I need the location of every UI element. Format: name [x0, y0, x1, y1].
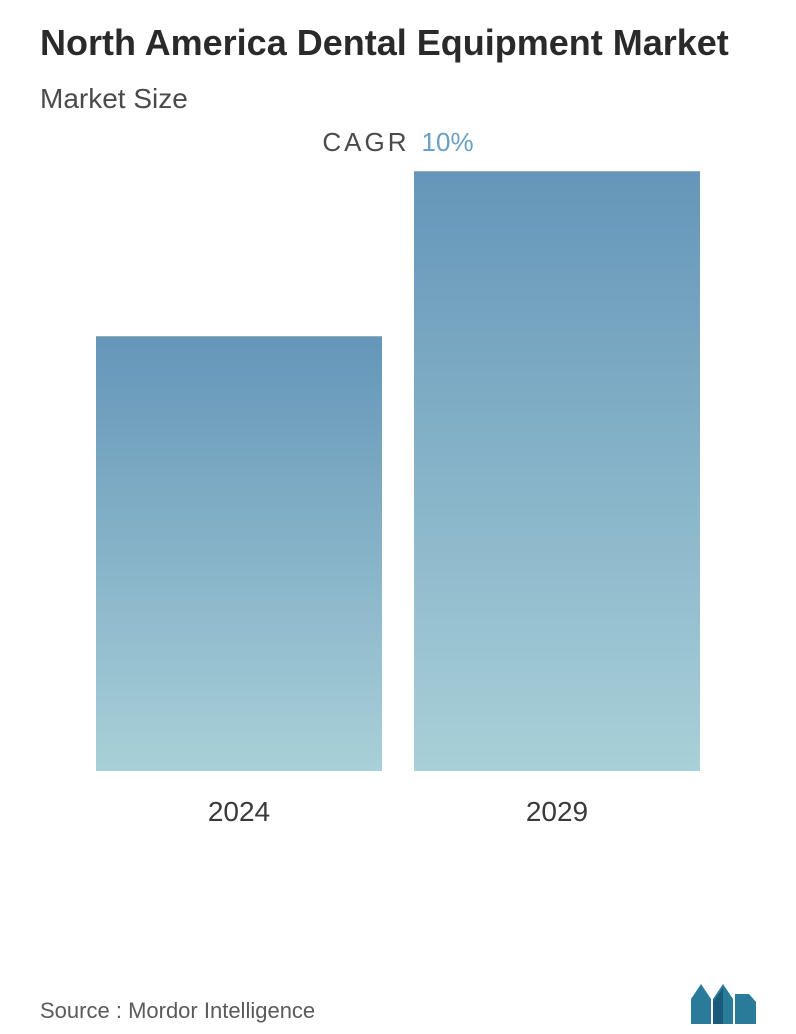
cagr-row: CAGR 10% — [40, 127, 756, 158]
cagr-label: CAGR — [322, 127, 409, 157]
chart-title: North America Dental Equipment Market — [40, 20, 756, 65]
bar-2024 — [96, 336, 382, 771]
bar-group: 2029 — [414, 171, 700, 828]
source-label: Source : — [40, 998, 122, 1023]
bar-chart: 2024 2029 — [80, 188, 716, 828]
chart-subtitle: Market Size — [40, 83, 756, 115]
source-text: Source : Mordor Intelligence — [40, 998, 315, 1024]
bar-label: 2029 — [526, 796, 588, 828]
bar-2029 — [414, 171, 700, 771]
cagr-value: 10% — [422, 127, 474, 157]
chart-footer: Source : Mordor Intelligence — [40, 984, 756, 1024]
logo-icon — [691, 984, 756, 1024]
source-value: Mordor Intelligence — [128, 998, 315, 1023]
bar-group: 2024 — [96, 336, 382, 828]
bar-label: 2024 — [208, 796, 270, 828]
